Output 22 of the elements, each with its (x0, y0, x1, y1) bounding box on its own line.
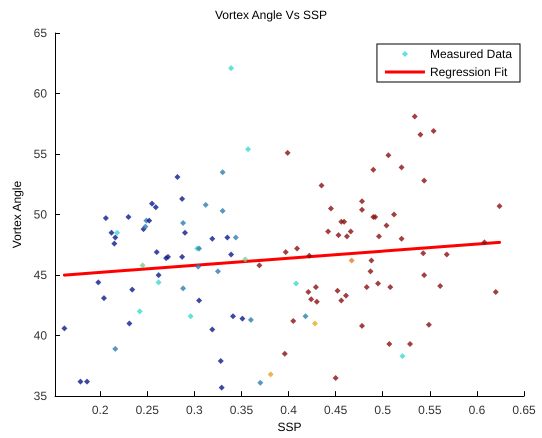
y-tick-label: 45 (34, 268, 48, 282)
y-tick-label: 35 (34, 389, 48, 404)
x-tick-label: 0.35 (230, 403, 254, 418)
legend-label: Regression Fit (430, 65, 508, 79)
x-tick-label: 0.3 (186, 403, 204, 418)
y-tick-label: 65 (34, 26, 48, 40)
x-tick-label: 0.6 (468, 403, 486, 418)
x-tick-label: 0.45 (324, 403, 348, 418)
x-tick-label: 0.4 (280, 403, 298, 418)
x-tick-label: 0.65 (512, 403, 536, 418)
x-axis-title: SSP (277, 420, 302, 434)
x-tick-label: 0.5 (374, 403, 392, 418)
y-tick-label: 60 (34, 86, 48, 101)
x-tick-label: 0.25 (136, 403, 160, 418)
y-tick-label: 50 (34, 208, 48, 222)
x-tick-label: 0.2 (92, 403, 109, 418)
y-tick-label: 55 (34, 147, 48, 162)
chart-title: Vortex Angle Vs SSP (214, 8, 328, 22)
legend-label: Measured Data (430, 47, 512, 61)
y-axis-title: Vortex Angle (10, 180, 24, 248)
x-tick-label: 0.55 (418, 403, 442, 418)
y-tick-label: 40 (34, 328, 48, 343)
